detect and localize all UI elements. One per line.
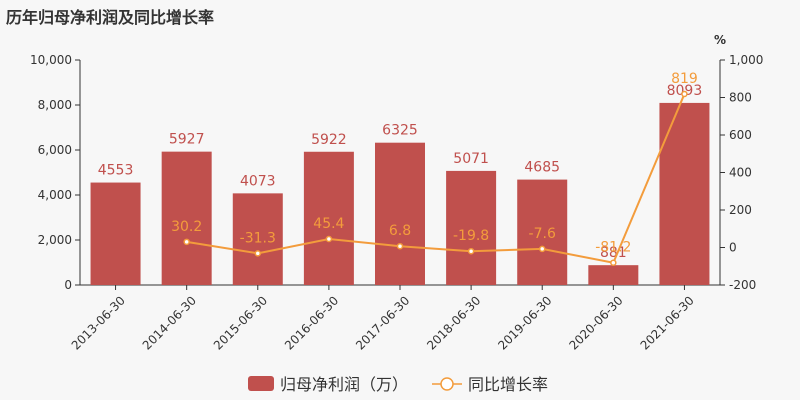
x-tick-label: 2018-06-30 [424,293,483,352]
bar-data-label: 5927 [169,132,205,148]
x-tick-label: 2013-06-30 [69,293,128,352]
line-data-label: 6.8 [389,223,411,239]
bar-data-label: 5071 [453,151,489,167]
y-right-tick-label: 1,000 [729,53,763,67]
line-point [325,235,333,243]
line-point [681,90,688,98]
bar-data-label: 5922 [311,132,347,148]
bar [303,151,354,285]
growth-line [186,93,686,264]
x-tick-label: 2019-06-30 [495,293,554,352]
bar [375,142,425,285]
legend-line-marker [440,377,454,391]
y-right-tick-label: 800 [729,91,752,105]
line-data-label: -19.8 [453,228,489,244]
bar [446,170,497,285]
line-point [538,245,546,253]
bar-data-label: 4553 [98,163,134,179]
y-right-tick-label: 600 [729,128,752,142]
y-left-tick-label: 8,000 [38,98,72,112]
line-data-label: 30.2 [171,219,202,235]
y-left-tick-label: 2,000 [38,233,72,247]
x-tick-label: 2014-06-30 [140,293,199,352]
legend-line-label: 同比增长率 [468,375,548,394]
bar [517,179,568,285]
y-left-tick-label: 10,000 [30,53,72,67]
line-data-label: 819 [671,71,698,87]
y-left-tick-label: 6,000 [38,143,72,157]
bar [588,265,639,285]
x-tick-label: 2015-06-30 [211,293,270,352]
line-point [610,259,617,266]
bar-data-label: 4073 [240,173,276,189]
y-right-tick-label: 0 [729,241,737,255]
legend-bar-label: 归母净利润（万） [280,375,408,394]
line-point [396,242,404,250]
line-point [183,238,190,246]
y-right-tick-label: -200 [729,278,756,292]
line-point [467,247,475,255]
x-tick-label: 2021-06-30 [638,293,697,352]
bar [232,193,283,285]
line-data-label: -31.3 [240,230,276,246]
line-data-label: -81.2 [595,240,631,256]
line-data-label: -7.6 [529,226,556,242]
y-right-unit-label: % [714,33,726,47]
line-point [254,250,262,257]
bar [90,182,141,285]
bar [161,151,212,285]
y-right-tick-label: 200 [729,203,752,217]
bar-data-label: 4685 [524,160,560,176]
x-tick-label: 2020-06-30 [566,293,625,352]
legend-bar-swatch [248,376,274,391]
bar-data-label: 6325 [382,123,418,139]
y-left-tick-label: 4,000 [38,188,72,202]
x-tick-label: 2017-06-30 [353,293,412,352]
y-left-tick-label: 0 [64,278,72,292]
chart-title: 历年归母净利润及同比增长率 [6,8,215,27]
line-data-label: 45.4 [313,216,344,232]
bar [659,102,710,285]
x-tick-label: 2016-06-30 [282,293,341,352]
y-right-tick-label: 400 [729,166,752,180]
